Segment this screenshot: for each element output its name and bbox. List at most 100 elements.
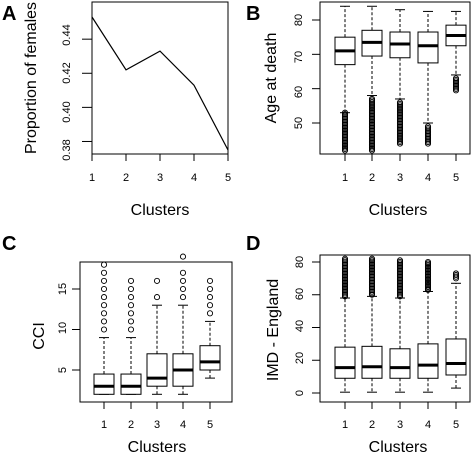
- outlier-point: [341, 255, 349, 262]
- outlier-point: [206, 302, 214, 309]
- outlier-point: [396, 99, 404, 106]
- outlier-point: [179, 285, 187, 293]
- series-line: [91, 16, 229, 151]
- outlier-point: [396, 257, 404, 264]
- outlier-point: [179, 253, 187, 260]
- xtick-label: 4: [425, 419, 431, 431]
- plot-frame-a: [91, 1, 229, 155]
- box: [120, 373, 142, 395]
- box: [389, 348, 411, 379]
- outlier-point: [100, 285, 108, 293]
- xtick-label: 2: [369, 419, 375, 431]
- ytick-label: 50: [293, 117, 305, 129]
- outlier-point: [127, 294, 135, 301]
- ytick-label: 60: [294, 288, 306, 300]
- outlier-point: [153, 277, 161, 284]
- outlier-point: [100, 294, 108, 301]
- xtick-label: 5: [207, 419, 213, 431]
- ytick-label: 0.38: [61, 139, 73, 160]
- outlier-point: [100, 310, 108, 317]
- outlier-point: [368, 255, 376, 262]
- box: [334, 346, 356, 379]
- ytick-label: 60: [293, 86, 305, 98]
- outlier-point: [127, 318, 135, 325]
- ytick-label: 20: [294, 352, 306, 364]
- outlier-point: [179, 294, 187, 301]
- y-axis-title-a: Proportion of females: [23, 2, 40, 154]
- box: [199, 345, 221, 371]
- xtick-label: 1: [342, 172, 348, 184]
- panel-b: B 50 60 70 80 1 2 3 4 5 Age at death Clu…: [246, 1, 471, 219]
- outlier-point: [127, 326, 135, 333]
- outlier-point: [127, 302, 135, 309]
- outlier-point: [127, 285, 135, 293]
- ytick-label: 10: [57, 322, 69, 334]
- xtick-label: 4: [425, 172, 431, 184]
- outlier-point: [452, 75, 460, 82]
- outlier-point: [100, 302, 108, 309]
- x-axis-title-a: Clusters: [131, 202, 190, 219]
- panel-letter-b: B: [246, 3, 260, 25]
- box: [417, 31, 439, 64]
- box: [361, 345, 383, 379]
- outlier-point: [100, 269, 108, 276]
- y-axis-title-b: Age at death: [263, 33, 280, 124]
- panel-letter-d: D: [246, 233, 260, 255]
- outlier-point: [153, 294, 161, 301]
- xtick-label: 1: [342, 419, 348, 431]
- outlier-point: [100, 326, 108, 333]
- ytick-label: 80: [294, 256, 306, 268]
- xtick-label: 3: [397, 419, 403, 431]
- outlier-point: [452, 273, 460, 280]
- ytick-label: 5: [57, 367, 69, 373]
- x-axis-title-b: Clusters: [369, 202, 428, 219]
- ytick-label: 0: [294, 390, 306, 396]
- outlier-point: [179, 277, 187, 284]
- outlier-point: [127, 310, 135, 317]
- xtick-label: 3: [154, 419, 160, 431]
- outlier-point: [206, 294, 214, 301]
- panel-c: C 5 10 15 1 2 3 4 5 CCI Clusters: [2, 233, 233, 456]
- outlier-point: [452, 270, 460, 277]
- ytick-label: 40: [294, 320, 306, 332]
- ytick-label: 0.42: [61, 62, 73, 83]
- x-axis-title-d: Clusters: [369, 439, 428, 456]
- xtick-label: 3: [157, 172, 163, 184]
- xtick-label: 5: [225, 172, 231, 184]
- outlier-point: [368, 95, 376, 103]
- y-axis-title-c: CCI: [31, 322, 48, 350]
- ytick-label: 80: [293, 14, 305, 26]
- x-axis-title-c: Clusters: [128, 439, 187, 456]
- plot-frame-c: [79, 261, 233, 403]
- marks-d: [312, 255, 467, 409]
- outlier-point: [424, 258, 432, 266]
- outlier-point: [179, 269, 187, 276]
- xtick-label: 5: [453, 172, 459, 184]
- panel-a: A 0.38 0.40 0.42 0.44 1 2 3 4 5 Proporti…: [2, 1, 231, 219]
- box: [93, 373, 115, 395]
- ytick-label: 0.40: [61, 101, 73, 122]
- xtick-label: 1: [89, 172, 95, 184]
- xtick-label: 3: [397, 172, 403, 184]
- outlier-point: [206, 277, 214, 284]
- xtick-label: 4: [191, 172, 197, 184]
- box: [445, 338, 467, 376]
- outlier-point: [206, 310, 214, 317]
- xtick-label: 2: [128, 419, 134, 431]
- outlier-point: [424, 123, 432, 130]
- xtick-label: 4: [180, 419, 186, 431]
- outlier-point: [206, 285, 214, 293]
- y-axis-title-d: IMD - England: [265, 279, 282, 381]
- ytick-label: 70: [293, 51, 305, 63]
- panel-letter-c: C: [2, 233, 16, 255]
- plot-frame-d: [319, 254, 471, 403]
- outlier-point: [341, 109, 349, 116]
- xtick-label: 2: [369, 172, 375, 184]
- outlier-point: [100, 318, 108, 325]
- outlier-point: [100, 261, 108, 268]
- panel-letter-a: A: [2, 3, 16, 25]
- plot-frame-b: [319, 1, 471, 155]
- xtick-label: 1: [101, 419, 107, 431]
- marks-c: [72, 253, 221, 409]
- box: [417, 343, 439, 379]
